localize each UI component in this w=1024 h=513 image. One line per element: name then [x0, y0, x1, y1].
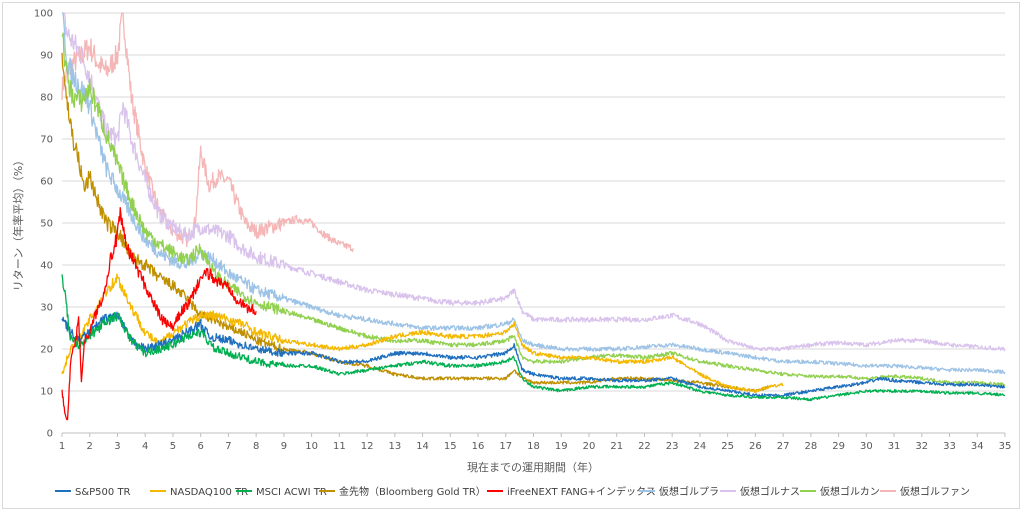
x-tick-label: 8	[253, 441, 259, 452]
x-tick-label: 11	[333, 441, 346, 452]
x-tick-label: 32	[915, 441, 928, 452]
y-tick-label: 10	[40, 387, 53, 398]
x-tick-label: 22	[638, 441, 651, 452]
y-tick-label: 20	[40, 345, 53, 356]
x-tick-label: 34	[971, 441, 984, 452]
x-tick-label: 20	[583, 441, 596, 452]
y-tick-label: 80	[40, 93, 53, 104]
x-tick-label: 17	[499, 441, 512, 452]
series-line	[61, 274, 1006, 402]
legend-label: 仮想ゴルカン	[820, 485, 880, 498]
series-line	[61, 52, 770, 393]
legend-label: 金先物（Bloomberg Gold TR）	[339, 485, 486, 498]
x-tick-label: 5	[170, 441, 176, 452]
series-line	[61, 206, 257, 421]
x-tick-label: 26	[749, 441, 762, 452]
y-tick-label: 0	[47, 429, 53, 440]
y-tick-label: 50	[40, 219, 53, 230]
x-tick-label: 4	[142, 441, 148, 452]
x-tick-label: 24	[694, 441, 707, 452]
x-tick-label: 13	[388, 441, 401, 452]
x-tick-label: 23	[666, 441, 679, 452]
legend-label: 仮想ゴルナス	[740, 485, 800, 498]
y-tick-label: 30	[40, 303, 53, 314]
x-tick-label: 33	[943, 441, 956, 452]
x-tick-label: 30	[860, 441, 873, 452]
series-line	[61, 12, 354, 252]
x-tick-labels: 1 2 3 4 5 6 7 8 9 10 11 12 13 14 15 16 17 18 19 20 21 22 23 24 2…	[59, 433, 1012, 452]
legend-label: 仮想ゴルプラ	[659, 485, 719, 498]
y-tick-label: 60	[40, 177, 53, 188]
x-tick-label: 21	[610, 441, 623, 452]
x-tick-label: 15	[444, 441, 457, 452]
y-tick-label: 90	[40, 51, 53, 62]
x-tick-label: 19	[555, 441, 568, 452]
y-tick-label: 70	[40, 135, 53, 146]
x-tick-label: 3	[114, 441, 120, 452]
x-tick-label: 35	[999, 441, 1012, 452]
legend-label: iFreeNEXT FANG+インデックス	[507, 485, 656, 498]
series-line	[61, 12, 1006, 352]
x-tick-label: 6	[197, 441, 203, 452]
x-tick-label: 31	[888, 441, 901, 452]
y-tick-labels: 0 10 20 30 40 50 60 70 80 90 100	[34, 9, 53, 440]
x-tick-label: 27	[777, 441, 790, 452]
x-tick-label: 18	[527, 441, 540, 452]
legend-label: NASDAQ100 TR	[170, 487, 248, 498]
x-tick-label: 2	[87, 441, 93, 452]
legend-label: MSCI ACWI TR	[256, 487, 327, 498]
x-tick-label: 29	[832, 441, 845, 452]
x-tick-label: 10	[305, 441, 318, 452]
x-tick-label: 1	[59, 441, 65, 452]
x-tick-label: 25	[721, 441, 734, 452]
x-tick-label: 9	[281, 441, 287, 452]
legend: S&P500 TR NASDAQ100 TR MSCI ACWI TR 金先物（Blo…	[55, 485, 970, 498]
x-tick-label: 7	[225, 441, 231, 452]
x-tick-label: 12	[361, 441, 374, 452]
x-axis-title: 現在までの運用期間（年）	[467, 460, 599, 474]
series-line	[61, 311, 1006, 398]
legend-label: S&P500 TR	[75, 487, 131, 498]
x-tick-label: 28	[804, 441, 817, 452]
series-line	[61, 12, 1006, 375]
y-tick-label: 40	[40, 261, 53, 272]
series-lines	[61, 12, 1006, 421]
legend-label: 仮想ゴルファン	[900, 485, 970, 498]
series-line	[61, 273, 784, 394]
x-tick-label: 16	[472, 441, 485, 452]
x-tick-label: 14	[416, 441, 429, 452]
y-axis-title: リターン（年率平均）（%）	[11, 155, 25, 291]
y-tick-label: 100	[34, 9, 53, 20]
